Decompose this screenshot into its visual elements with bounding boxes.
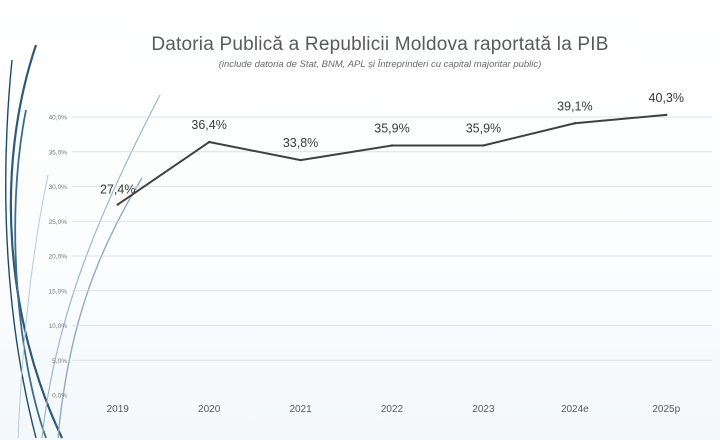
chart-title: Datoria Publică a Republicii Moldova rap… <box>151 34 609 55</box>
data-label: 35,9% <box>374 121 409 135</box>
x-tick-label: 2025p <box>652 404 680 415</box>
data-label: 35,9% <box>466 121 501 135</box>
x-tick-label: 2020 <box>198 404 221 415</box>
data-point <box>116 203 119 206</box>
data-point <box>207 140 211 144</box>
data-point <box>482 144 485 147</box>
data-point <box>573 122 577 125</box>
x-tick-label: 2019 <box>107 404 130 415</box>
swoosh-dark-2 <box>14 109 47 439</box>
swoosh-light-1 <box>41 94 161 439</box>
x-tick-label: 2021 <box>289 404 312 415</box>
data-label: 39,1% <box>557 99 592 113</box>
y-tick-label: 25,0% <box>49 219 68 226</box>
y-tick-label: 20,0% <box>49 254 68 261</box>
swoosh-dark-3 <box>5 59 37 439</box>
x-tick-label: 2023 <box>472 404 495 415</box>
swoosh-light-2 <box>57 177 143 439</box>
data-point <box>665 113 668 117</box>
y-tick-label: 0,0% <box>52 393 67 400</box>
data-point <box>390 144 394 147</box>
x-tick-label: 2024e <box>561 404 589 415</box>
y-tick-label: 10,0% <box>49 323 68 330</box>
data-label: 40,3% <box>649 91 684 105</box>
data-label: 36,4% <box>191 118 226 132</box>
y-tick-label: 40,0% <box>49 115 68 122</box>
y-tick-label: 5,0% <box>52 358 67 365</box>
y-tick-label: 30,0% <box>49 184 68 191</box>
x-tick-label: 2022 <box>381 404 404 415</box>
decorative-swooshes <box>5 44 161 439</box>
data-point <box>299 158 302 162</box>
data-label: 27,4% <box>100 183 135 197</box>
y-tick-label: 15,0% <box>49 288 68 295</box>
y-tick-label: 35,0% <box>49 149 68 156</box>
swoosh-dark-1 <box>9 44 63 439</box>
swoosh-light-3 <box>17 174 49 439</box>
data-label: 33,8% <box>283 136 318 150</box>
chart-subtitle: (include datoria de Stat, BNM, APL și În… <box>218 59 542 70</box>
